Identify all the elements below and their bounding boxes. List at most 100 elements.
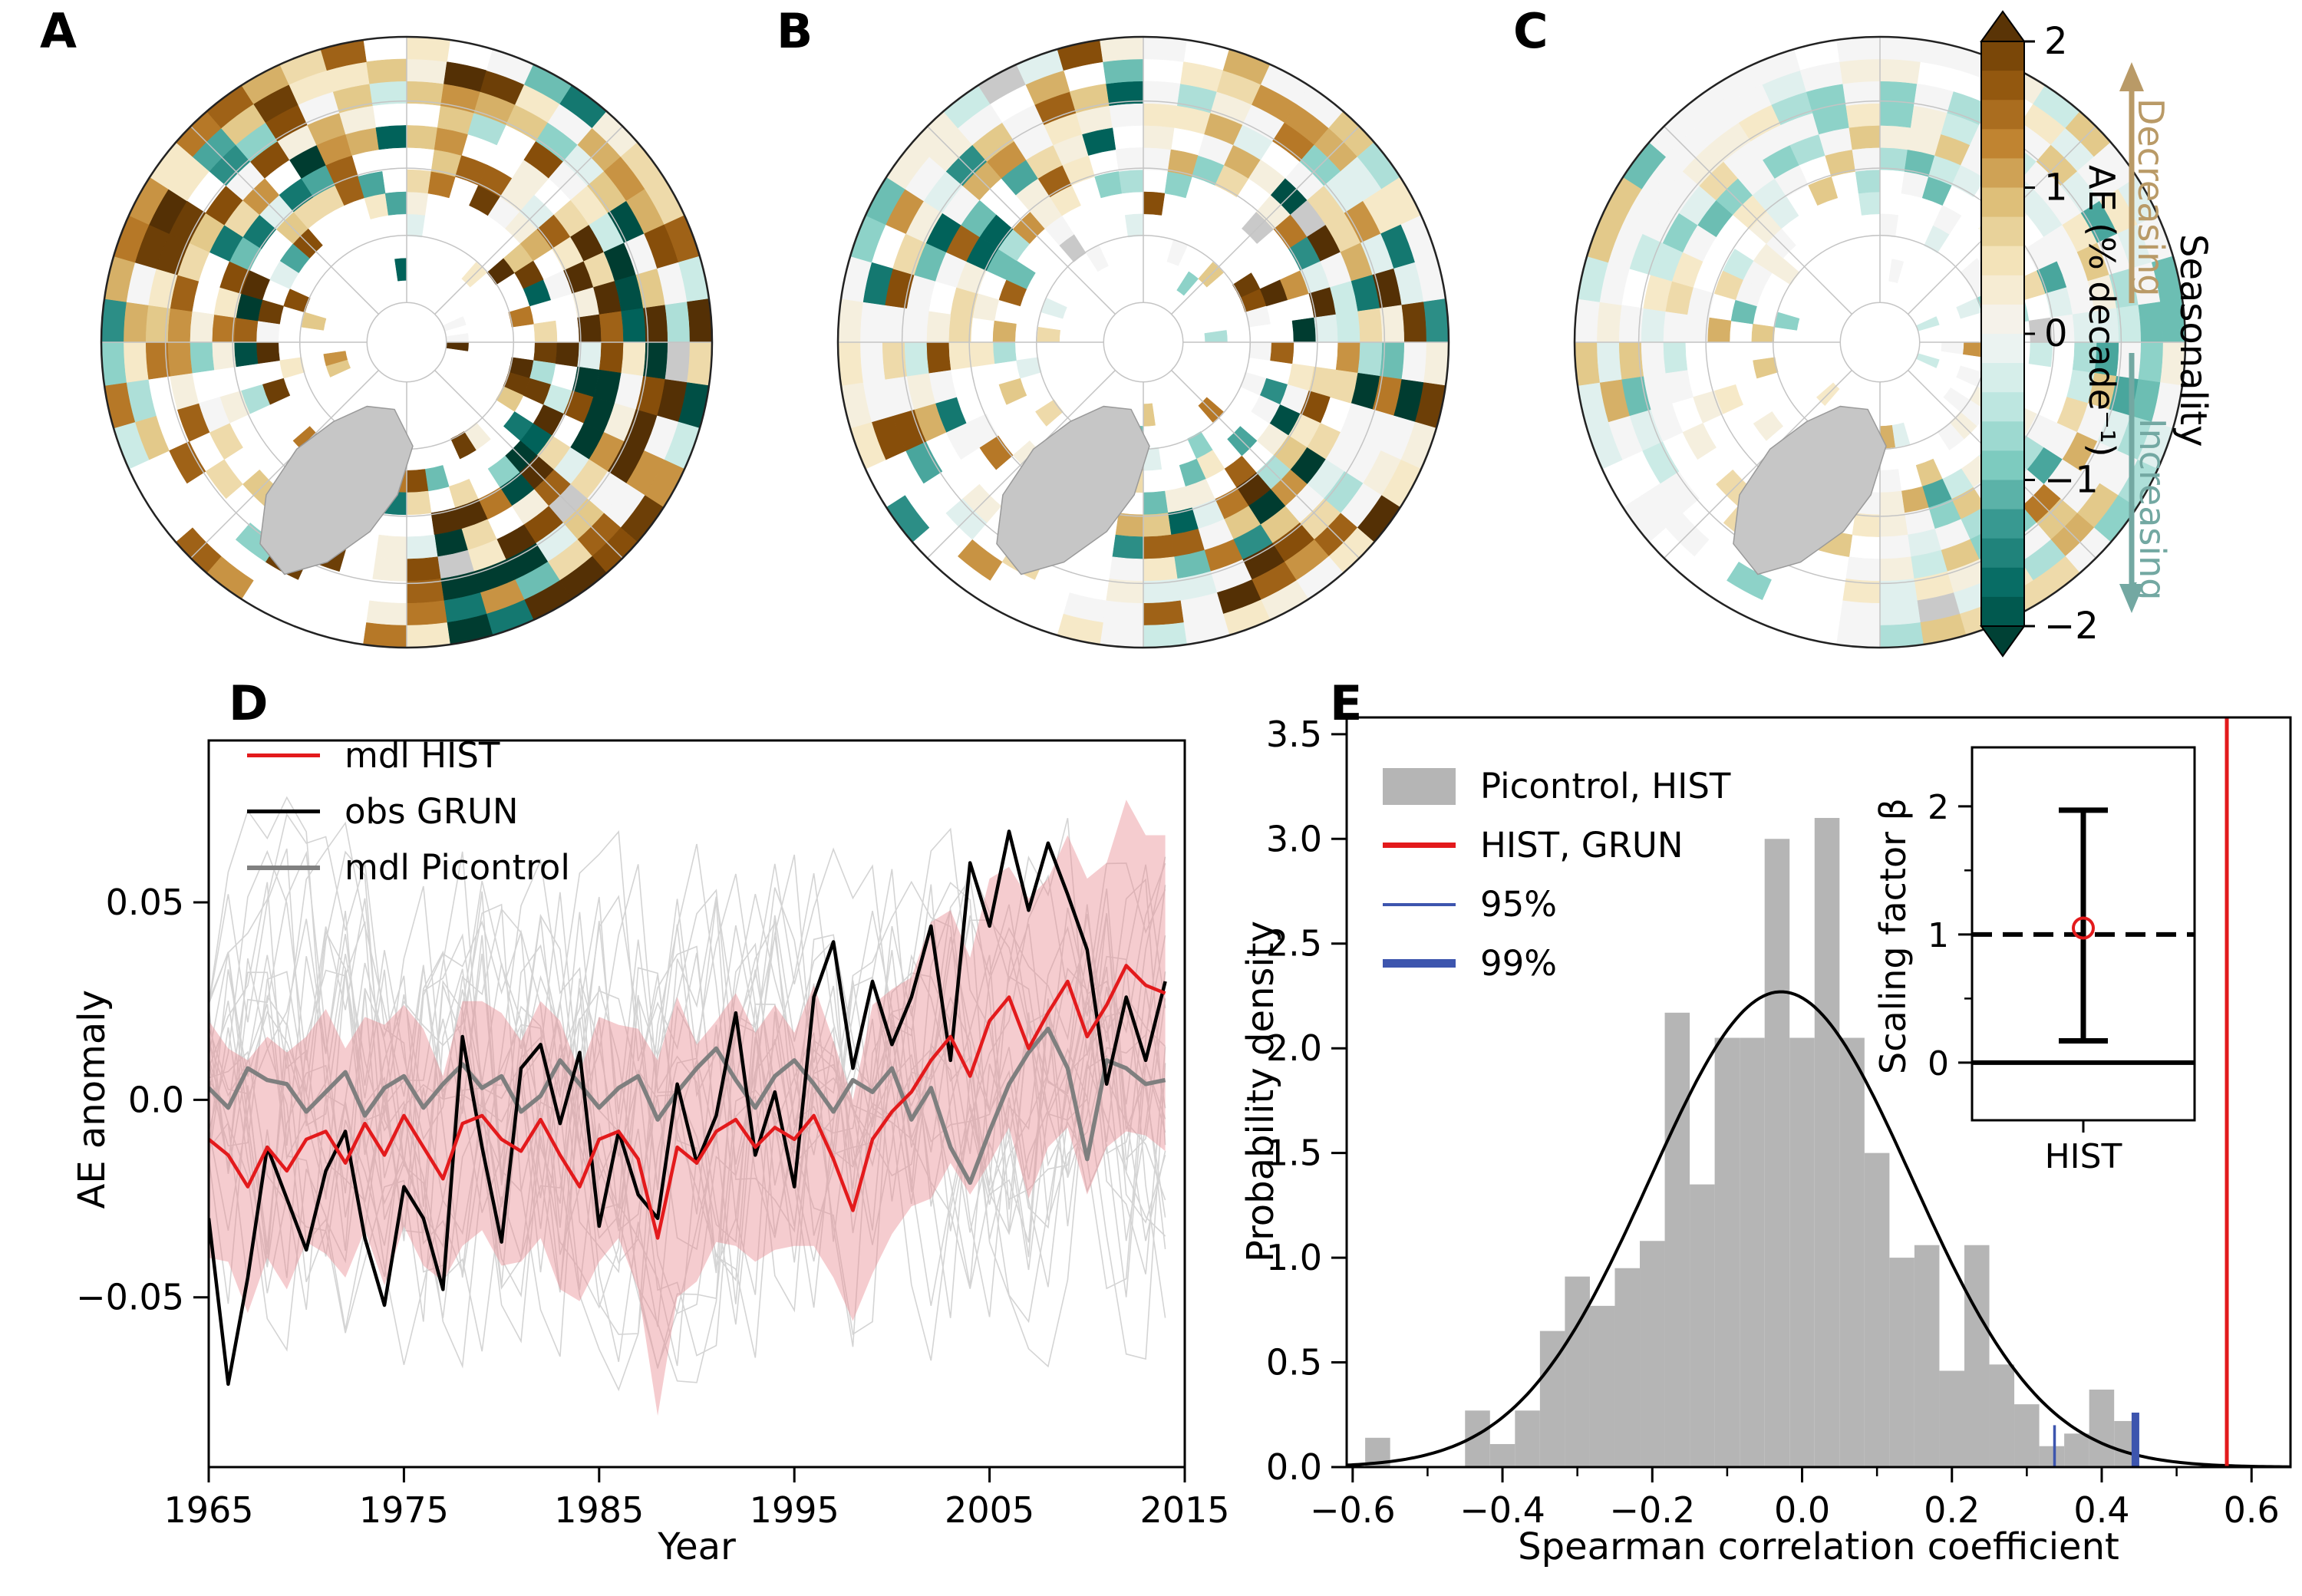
axes-frame [207, 739, 1186, 1469]
colorbar-tick-label: 2 [2044, 20, 2068, 63]
colorbar-arrows [2119, 62, 2144, 613]
inset-tick-label: 0 [1928, 1044, 1949, 1083]
histogram-bar [1489, 1443, 1515, 1467]
histogram-bar [1789, 1037, 1815, 1467]
x-tick-label: 1965 [163, 1489, 253, 1531]
legend-item: 99% [1383, 943, 1730, 984]
scaling-factor-inset: 0 1 2 HIST [1928, 746, 2196, 1176]
histogram-bar [1989, 1364, 2015, 1467]
increasing-label: Increasing [2132, 418, 2173, 601]
histogram-plot-area [1347, 717, 2290, 1467]
picontrol-hist-patch-swatch [1383, 767, 1456, 805]
map-cells [101, 37, 712, 648]
x-tick-label: −0.4 [1459, 1489, 1545, 1531]
legend-label: 95% [1480, 884, 1558, 925]
inset-category-label: HIST [2045, 1137, 2122, 1176]
obs-grun-line [209, 829, 1167, 1387]
timeseries-legend: mdl HIST obs GRUN mdl Picontrol [247, 735, 570, 888]
y-tick-label: 2.5 [1266, 923, 1322, 965]
legend-item: 95% [1383, 884, 1730, 925]
histogram-bar [1889, 1258, 1914, 1467]
y-tick-label: 1.5 [1266, 1133, 1322, 1174]
x-tick-label: 0.4 [2073, 1489, 2129, 1531]
histogram-plot: 0 1 2 HIST −0.6 −0.4 −0.2 0.0 0.2 0.4 0.6 0.0 0.5 1.0… [1266, 714, 2292, 1531]
y-tick-label: 0.0 [1266, 1446, 1322, 1488]
legend-label: mdl HIST [345, 735, 500, 776]
y-tick-label: 0.5 [1266, 1342, 1322, 1383]
x-tick-label: 0.0 [1774, 1489, 1830, 1531]
histogram-legend: Picontrol, HIST HIST, GRUN 95% 99% [1383, 766, 1730, 984]
map-boundary [836, 35, 1450, 649]
histogram-bar [1764, 839, 1790, 1467]
inset-tick-label: 1 [1928, 916, 1949, 955]
y-tick-label: 3.0 [1266, 818, 1322, 859]
histogram-bar [1565, 1276, 1590, 1467]
y-tick-label: 2.0 [1266, 1027, 1322, 1069]
x-tick-label: 0.6 [2224, 1489, 2280, 1531]
colorbar-tick-label: −1 [2044, 459, 2099, 502]
greenland-landmass [996, 405, 1150, 575]
panel-letter-d: D [229, 675, 269, 731]
mdl-hist-line-swatch [247, 753, 320, 757]
timeseries-xlabel: Year [658, 1525, 736, 1568]
x-tick-label: −0.6 [1310, 1489, 1396, 1531]
timeseries-plot-area [209, 796, 1167, 1416]
seasonality-label: Seasonality [2172, 234, 2215, 447]
mdl-hist-line [209, 964, 1166, 1240]
picontrol-mean-line [209, 1026, 1166, 1185]
colorbar-tick-label: 0 [2044, 312, 2068, 355]
colorbar-tick-label: −2 [2044, 605, 2099, 648]
legend-item: mdl Picontrol [247, 847, 570, 888]
panel-letter-b: B [777, 3, 813, 59]
legend-label: HIST, GRUN [1480, 825, 1684, 866]
histogram-bar [2089, 1390, 2115, 1467]
inset-ylabel: Scaling factor β [1872, 798, 1914, 1074]
graticule [1575, 37, 2185, 648]
histogram-bar [1914, 1245, 1940, 1467]
histogram-bar [1614, 1268, 1641, 1467]
graticule [101, 37, 712, 648]
colorbar-top-cap [1980, 10, 2026, 42]
legend-item: obs GRUN [247, 791, 570, 832]
x-tick-label: 2015 [1139, 1489, 1229, 1531]
histogram-xlabel: Spearman correlation coefficient [1518, 1525, 2119, 1568]
legend-item: Picontrol, HIST [1383, 766, 1730, 806]
histogram-bar [2039, 1446, 2065, 1467]
polar-map-c [1573, 35, 2187, 649]
legend-label: Picontrol, HIST [1480, 766, 1731, 806]
histogram-bar [2014, 1404, 2040, 1467]
greenland-landmass [259, 405, 414, 575]
timeseries-ylabel: AE anomaly [71, 990, 114, 1209]
colorbar: 2 1 0 −1 −2 [1980, 10, 2099, 658]
y-tick-label: −0.05 [76, 1277, 184, 1318]
graticule [838, 37, 1449, 648]
x-tick-label: −0.2 [1609, 1489, 1695, 1531]
colorbar-tick-label: 1 [2044, 167, 2068, 209]
decreasing-label: Decreasing [2130, 98, 2172, 297]
x-tick-label: 1985 [554, 1489, 644, 1531]
histogram-bars [1365, 817, 2139, 1467]
histogram-bar [1839, 1037, 1865, 1467]
histogram-bar [1714, 1037, 1740, 1467]
obs-grun-line-swatch [247, 810, 320, 813]
histogram-bar [1690, 1184, 1715, 1467]
legend-item: HIST, GRUN [1383, 825, 1730, 866]
histogram-bar [1589, 1305, 1615, 1467]
map-cells [1575, 37, 2185, 648]
hist-ensemble-band [209, 800, 1166, 1416]
polar-map-a [100, 35, 714, 649]
histogram-bar [1515, 1410, 1540, 1467]
histogram-bar [2064, 1433, 2089, 1467]
histogram-bar [1664, 1012, 1690, 1467]
histogram-bar [1939, 1370, 1964, 1467]
pct99-line-swatch [1383, 959, 1456, 968]
x-tick-label: 2005 [945, 1489, 1034, 1531]
y-tick-label: 0.05 [106, 882, 184, 923]
legend-label: 99% [1480, 943, 1558, 984]
legend-item: mdl HIST [247, 735, 570, 776]
legend-label: obs GRUN [345, 791, 519, 832]
inset-tick-label: 2 [1928, 788, 1949, 827]
x-tick-label: 0.2 [1924, 1489, 1980, 1531]
axes-frame [1345, 716, 2292, 1469]
